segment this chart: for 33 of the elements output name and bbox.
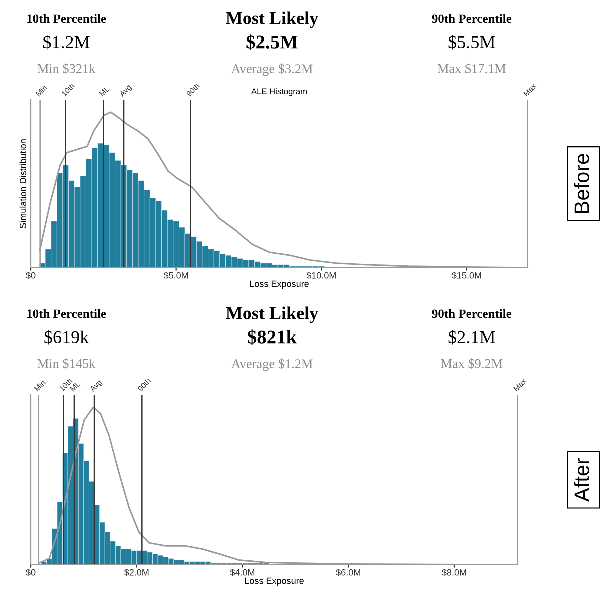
chart-title: ALE Histogram <box>252 88 307 96</box>
text: $5.5M <box>448 35 496 50</box>
x-tick-label: $2.0M <box>124 569 149 576</box>
text: Before <box>574 154 590 213</box>
x-axis-title: Loss Exposure <box>250 280 309 289</box>
x-tick-label: $15.0M <box>452 272 482 280</box>
x-tick-label: $8.0M <box>442 569 466 576</box>
text: Max $17.1M <box>438 64 506 74</box>
text: After <box>574 458 590 502</box>
text: Min $321k <box>38 64 96 74</box>
x-tick-label: $0 <box>26 272 36 280</box>
text: $2.5M <box>246 34 298 50</box>
text: $1.2M <box>44 35 90 50</box>
y-axis-title: Simulation Distribution <box>20 140 26 228</box>
x-tick-label: $5.0M <box>164 272 188 280</box>
text: 90th Percentile <box>432 14 512 24</box>
text: Most Likely <box>226 12 318 28</box>
text: Average $1.2M <box>231 358 313 372</box>
text: Average $3.2M <box>231 64 313 76</box>
text: $821k <box>248 330 298 346</box>
x-axis-title: Loss Exposure <box>245 578 304 586</box>
text: Max $9.2M <box>441 358 503 370</box>
text: 10th Percentile <box>28 309 106 318</box>
text: 10th Percentile <box>28 14 106 24</box>
text: $619k <box>44 330 90 345</box>
text: $2.1M <box>448 330 496 345</box>
text: Most Likely <box>226 306 318 324</box>
text: Min $145k <box>38 358 96 370</box>
x-tick-label: $4.0M <box>230 569 255 576</box>
x-tick-label: $10.0M <box>306 272 336 280</box>
text: 90th Percentile <box>432 309 512 318</box>
x-tick-label: $6.0M <box>336 569 360 576</box>
x-tick-label: $0 <box>26 569 36 576</box>
